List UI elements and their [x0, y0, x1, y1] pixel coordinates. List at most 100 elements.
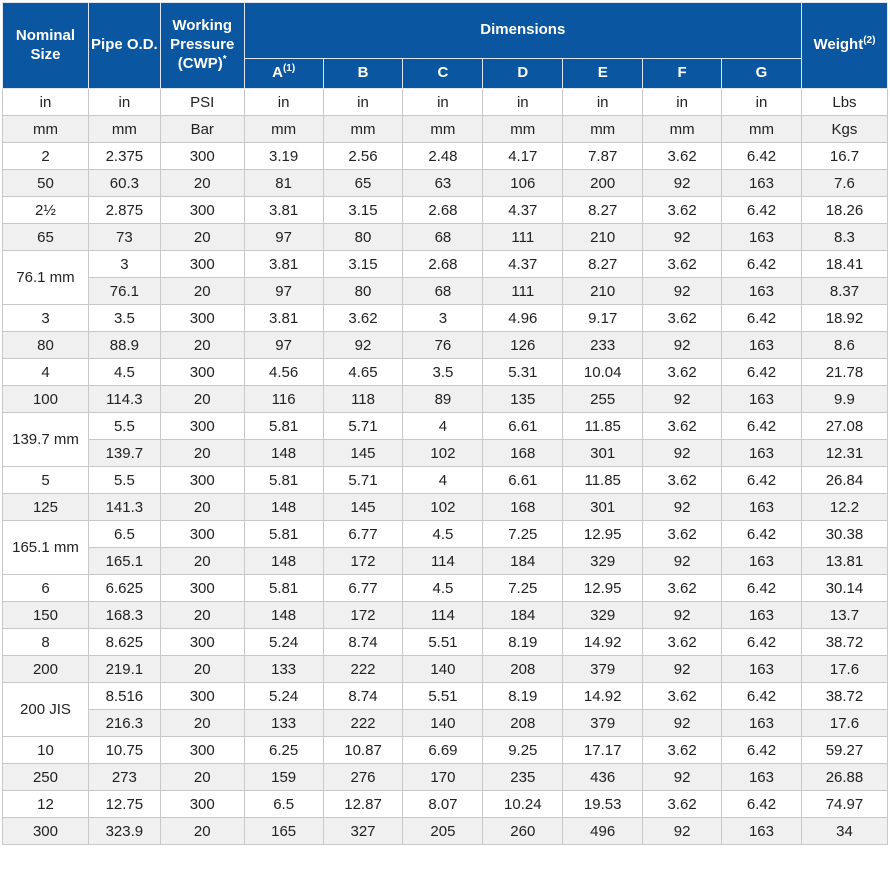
- table-cell: 80: [322, 277, 404, 305]
- table-cell: 20: [159, 493, 245, 521]
- table-body: 2 2.375 300 3.19 2.56 2.48 4.17 7.87 3.62 6.42 16.…: [2, 142, 889, 845]
- table-row: 150 168.3 20 148 172 114 184 329 92 163 13.7: [2, 601, 889, 629]
- table-cell: 168.3: [87, 601, 161, 629]
- nominal-size-cell: 10: [2, 736, 89, 764]
- table-cell: 145: [322, 439, 404, 467]
- table-cell: 20: [159, 331, 245, 359]
- table-cell: 6.42: [721, 250, 802, 278]
- table-cell: 92: [642, 331, 723, 359]
- table-cell: 436: [562, 763, 644, 791]
- table-cell: 65: [322, 169, 404, 197]
- table-cell: 159: [243, 763, 324, 791]
- table-row: 139.7 mm 5.5 300 5.81 5.71 4 6.61 11.85 3.62 6.42…: [2, 412, 889, 467]
- table-cell: 10.87: [322, 736, 404, 764]
- table-cell: 3.62: [642, 304, 723, 332]
- table-cell: 6.42: [721, 628, 802, 656]
- table-cell: 4.37: [482, 250, 564, 278]
- table-cell: 4: [402, 412, 484, 440]
- table-cell: 6.61: [482, 466, 564, 494]
- table-cell: 163: [721, 223, 802, 251]
- table-cell: 329: [562, 601, 644, 629]
- table-cell: 34: [800, 817, 889, 845]
- table-cell: 92: [642, 493, 723, 521]
- table-cell: 2.875: [87, 196, 161, 224]
- table-cell: 106: [482, 169, 564, 197]
- col-header-dim-b: B: [322, 58, 404, 89]
- table-cell: 235: [482, 763, 564, 791]
- table-cell: 3.15: [322, 196, 404, 224]
- table-cell: 5.81: [243, 412, 324, 440]
- nominal-size-cell: 250: [2, 763, 89, 791]
- table-cell: 6.61: [482, 412, 564, 440]
- table-cell: 163: [721, 385, 802, 413]
- table-cell: 30.38: [800, 520, 889, 548]
- table-row: 10 10.75 300 6.25 10.87 6.69 9.25 17.17 3.62 6.42…: [2, 736, 889, 764]
- working-pressure-label: Working Pressure: [170, 17, 235, 54]
- nominal-size-cell: 165.1 mm: [2, 520, 89, 575]
- table-cell: 300: [159, 520, 245, 548]
- table-row: 65 73 20 97 80 68 111 210 92 163 8.3: [2, 223, 889, 251]
- table-row: 2½ 2.875 300 3.81 3.15 2.68 4.37 8.27 3.62 6.42 18…: [2, 196, 889, 224]
- table-cell: 5.71: [322, 466, 404, 494]
- table-cell: 12.87: [322, 790, 404, 818]
- table-cell: 26.88: [800, 763, 889, 791]
- table-row: 2 2.375 300 3.19 2.56 2.48 4.17 7.87 3.62 6.42 16.…: [2, 142, 889, 170]
- table-cell: 6.42: [721, 682, 802, 710]
- unit-cell: in: [482, 88, 564, 116]
- pipe-dimensions-table: Nominal Size Pipe O.D. Working Pressure …: [2, 2, 889, 845]
- col-header-dim-c: C: [402, 58, 484, 89]
- table-cell: 8.74: [322, 682, 404, 710]
- table-cell: 12.31: [800, 439, 889, 467]
- table-cell: 11.85: [562, 412, 644, 440]
- table-cell: 11.85: [562, 466, 644, 494]
- table-cell: 133: [243, 709, 324, 737]
- table-cell: 276: [322, 763, 404, 791]
- table-cell: 300: [159, 304, 245, 332]
- unit-cell: mm: [322, 115, 404, 143]
- unit-cell: mm: [482, 115, 564, 143]
- table-cell: 4.17: [482, 142, 564, 170]
- table-cell: 3.62: [642, 682, 723, 710]
- table-cell: 163: [721, 817, 802, 845]
- table-cell: 20: [159, 223, 245, 251]
- table-cell: 2.68: [402, 196, 484, 224]
- table-cell: 20: [159, 763, 245, 791]
- col-header-dim-e: E: [562, 58, 644, 89]
- table-cell: 6.42: [721, 412, 802, 440]
- table-cell: 14.92: [562, 628, 644, 656]
- table-cell: 92: [642, 763, 723, 791]
- table-cell: 300: [159, 790, 245, 818]
- table-cell: 163: [721, 763, 802, 791]
- nominal-size-cell: 3: [2, 304, 89, 332]
- table-cell: 3.81: [243, 196, 324, 224]
- table-cell: 12.75: [87, 790, 161, 818]
- table-cell: 7.87: [562, 142, 644, 170]
- col-header-dim-f: F: [642, 58, 723, 89]
- dim-header-row: A(1) B C D E F G: [3, 58, 888, 89]
- table-cell: 118: [322, 385, 404, 413]
- table-row: 12 12.75 300 6.5 12.87 8.07 10.24 19.53 3.62 6.42…: [2, 790, 889, 818]
- table-cell: 3.19: [243, 142, 324, 170]
- table-row: 100 114.3 20 116 118 89 135 255 92 163 9.9: [2, 385, 889, 413]
- table-cell: 60.3: [87, 169, 161, 197]
- table-row: 200 JIS 8.516 300 5.24 8.74 5.51 8.19 14.92 3.62…: [2, 682, 889, 737]
- nominal-size-cell: 76.1 mm: [2, 250, 89, 305]
- table-cell: 81: [243, 169, 324, 197]
- table-cell: 21.78: [800, 358, 889, 386]
- table-row: 6 6.625 300 5.81 6.77 4.5 7.25 12.95 3.62 6.42 30.…: [2, 574, 889, 602]
- table-cell: 222: [322, 709, 404, 737]
- table-cell: 12.2: [800, 493, 889, 521]
- weight-label: Weight: [813, 36, 864, 54]
- table-cell: 18.41: [800, 250, 889, 278]
- table-cell: 13.81: [800, 547, 889, 575]
- table-cell: 20: [159, 817, 245, 845]
- table-cell: 145: [322, 493, 404, 521]
- weight-footnote-mark: (2): [863, 35, 876, 47]
- table-cell: 92: [642, 439, 723, 467]
- table-row: 165.1 mm 6.5 300 5.81 6.77 4.5 7.25 12.95 3.62 6.…: [2, 520, 889, 575]
- table-cell: 208: [482, 709, 564, 737]
- nominal-size-cell: 150: [2, 601, 89, 629]
- table-cell: 165.1: [87, 547, 161, 575]
- table-cell: 3.62: [642, 412, 723, 440]
- table-cell: 26.84: [800, 466, 889, 494]
